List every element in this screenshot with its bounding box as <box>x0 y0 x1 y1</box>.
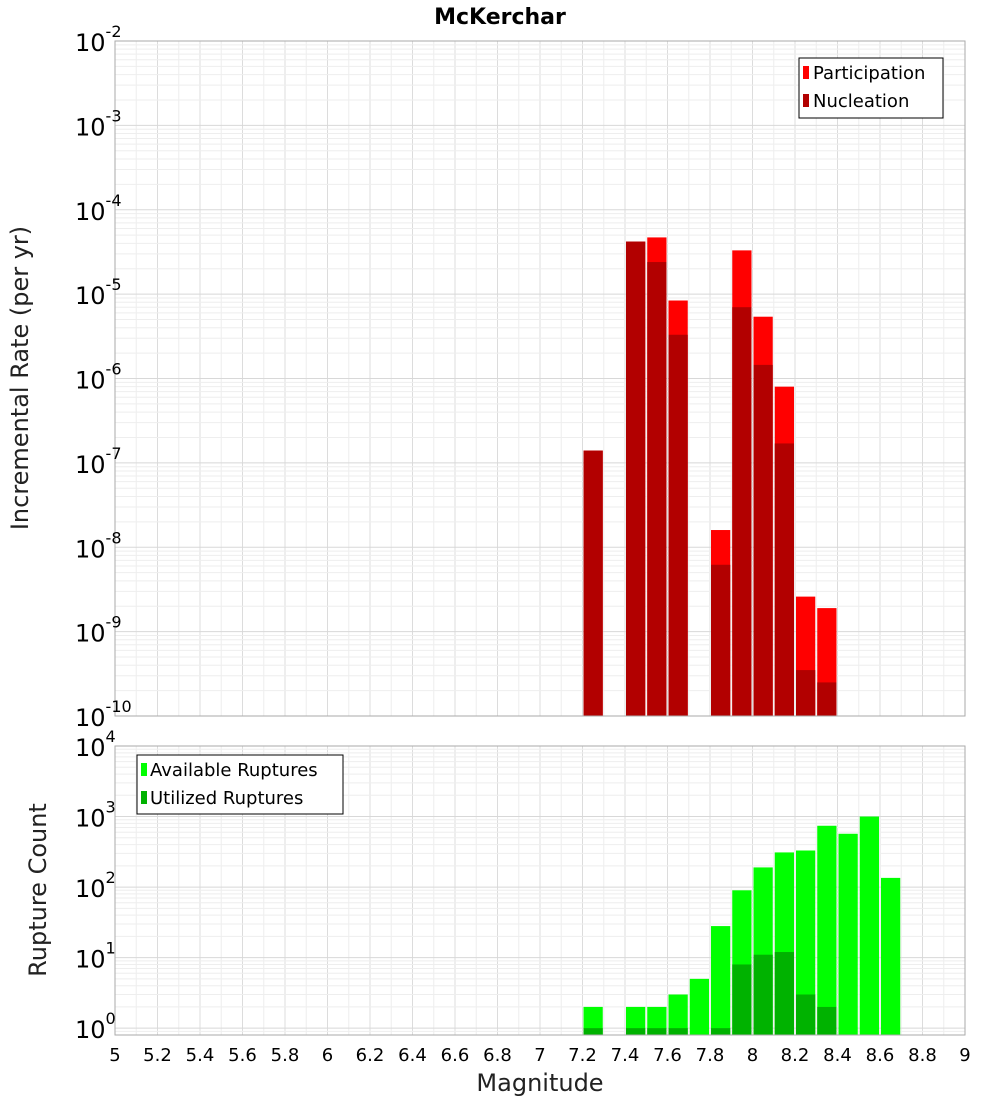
x-tick-labels: 5 5.2 5.4 5.6 5.8 6 6.2 6.4 6.6 6.8 7 7.2 7.4 7.6 7.8 8… <box>109 1045 970 1066</box>
nucleation-bar <box>711 564 731 716</box>
available-ruptures-bar <box>626 1006 646 1035</box>
utilized-ruptures-bar <box>647 1028 667 1035</box>
utilized-ruptures-bar <box>626 1028 646 1035</box>
rate-y-tick-label: 10-5 <box>75 275 122 310</box>
nucleation-legend-label: Nucleation <box>813 91 909 112</box>
available-ruptures-bar <box>817 825 837 1035</box>
utilized-ruptures-bar <box>583 1028 603 1035</box>
count-y-ticks: 100 101 102 103 104 <box>75 727 116 1044</box>
rate-y-tick-label: 10-8 <box>75 528 122 563</box>
count-y-tick-label: 103 <box>75 798 116 833</box>
count-plot-border <box>114 745 966 1036</box>
x-tick-label: 8.6 <box>866 1045 895 1066</box>
x-tick-label: 6.6 <box>441 1045 470 1066</box>
x-tick-label: 6.2 <box>356 1045 385 1066</box>
rate-y-tick-label: 10-3 <box>75 106 122 141</box>
count-legend-box <box>136 754 344 815</box>
nucleation-bar <box>753 364 773 716</box>
rate-y-ticks: 10-10 10-9 10-8 10-7 10-6 10-5 10-4 10-3 10-2 <box>75 22 132 732</box>
count-y-tick-label: 100 <box>75 1009 116 1044</box>
utilized-legend-label: Utilized Ruptures <box>150 788 303 809</box>
available-ruptures-bar <box>859 816 879 1035</box>
nucleation-bar <box>796 670 816 716</box>
available-ruptures-bar <box>796 850 816 1035</box>
nucleation-bar <box>817 682 837 716</box>
rate-y-axis-label: Incremental Rate (per yr) <box>6 226 34 530</box>
x-tick-label: 8.8 <box>908 1045 937 1066</box>
x-tick-label: 7.4 <box>611 1045 640 1066</box>
x-tick-label: 8.2 <box>781 1045 810 1066</box>
x-tick-label: 6 <box>322 1045 333 1066</box>
utilized-ruptures-bar <box>668 1028 688 1035</box>
count-legend: Available Ruptures Utilized Ruptures <box>136 754 344 815</box>
x-tick-label: 5.4 <box>186 1045 215 1066</box>
count-y-tick-label: 102 <box>75 868 116 903</box>
x-tick-label: 7.6 <box>653 1045 682 1066</box>
count-panel: 100 101 102 103 104 Rupture Count Available … <box>24 727 971 1097</box>
x-tick-label: 5.8 <box>271 1045 300 1066</box>
x-tick-label: 6.8 <box>483 1045 512 1066</box>
rate-plot-border <box>114 40 966 717</box>
utilized-ruptures-bar <box>753 954 773 1035</box>
nucleation-bar <box>668 334 688 716</box>
x-tick-label: 7.2 <box>568 1045 597 1066</box>
available-ruptures-bar <box>881 877 901 1035</box>
rate-y-tick-label: 10-4 <box>75 191 122 226</box>
available-legend-swatch <box>141 763 147 776</box>
x-tick-label: 5.6 <box>228 1045 257 1066</box>
nucleation-bar <box>647 262 667 716</box>
rate-bars <box>583 237 837 717</box>
utilized-ruptures-bar <box>711 1028 731 1035</box>
available-legend-label: Available Ruptures <box>150 760 318 781</box>
x-tick-label: 5.2 <box>143 1045 172 1066</box>
count-y-axis-label: Rupture Count <box>24 803 52 977</box>
count-y-tick-label: 104 <box>75 727 116 762</box>
count-y-tick-label: 101 <box>75 939 116 974</box>
rate-legend: Participation Nucleation <box>798 57 944 119</box>
utilized-ruptures-bar <box>732 964 752 1035</box>
utilized-ruptures-bar <box>796 994 816 1035</box>
rate-y-tick-label: 10-6 <box>75 360 122 395</box>
x-tick-label: 7 <box>534 1045 545 1066</box>
x-axis-label: Magnitude <box>476 1069 603 1097</box>
available-ruptures-bar <box>668 994 688 1035</box>
x-tick-label: 7.8 <box>696 1045 725 1066</box>
rate-y-tick-label: 10-7 <box>75 444 122 479</box>
available-ruptures-bar <box>583 1006 603 1035</box>
x-tick-label: 6.4 <box>398 1045 427 1066</box>
available-ruptures-bar <box>838 833 858 1035</box>
participation-legend-swatch <box>803 66 809 79</box>
rate-y-tick-label: 10-9 <box>75 613 122 648</box>
utilized-ruptures-bar <box>774 952 794 1035</box>
x-tick-label: 8 <box>747 1045 758 1066</box>
rate-panel: 10-10 10-9 10-8 10-7 10-6 10-5 10-4 10-3 10-2 In… <box>6 22 966 732</box>
participation-legend-label: Participation <box>813 63 925 84</box>
available-ruptures-bar <box>711 926 731 1035</box>
utilized-ruptures-bar <box>817 1006 837 1035</box>
rate-y-tick-label: 10-2 <box>75 22 122 57</box>
nucleation-bar <box>774 443 794 716</box>
count-bars <box>583 816 901 1035</box>
available-ruptures-bar <box>689 978 709 1035</box>
nucleation-legend-swatch <box>803 94 809 107</box>
rate-y-tick-label: 10-10 <box>75 697 132 732</box>
rate-grid <box>114 40 966 717</box>
x-tick-label: 9 <box>959 1045 970 1066</box>
utilized-legend-swatch <box>141 791 147 804</box>
x-tick-label: 8.4 <box>823 1045 852 1066</box>
nucleation-bar <box>583 450 603 716</box>
nucleation-bar <box>626 241 646 717</box>
available-ruptures-bar <box>647 1006 667 1035</box>
nucleation-bar <box>732 307 752 716</box>
rate-legend-box <box>798 57 944 119</box>
chart-title: McKerchar <box>434 5 566 30</box>
x-tick-label: 5 <box>109 1045 120 1066</box>
